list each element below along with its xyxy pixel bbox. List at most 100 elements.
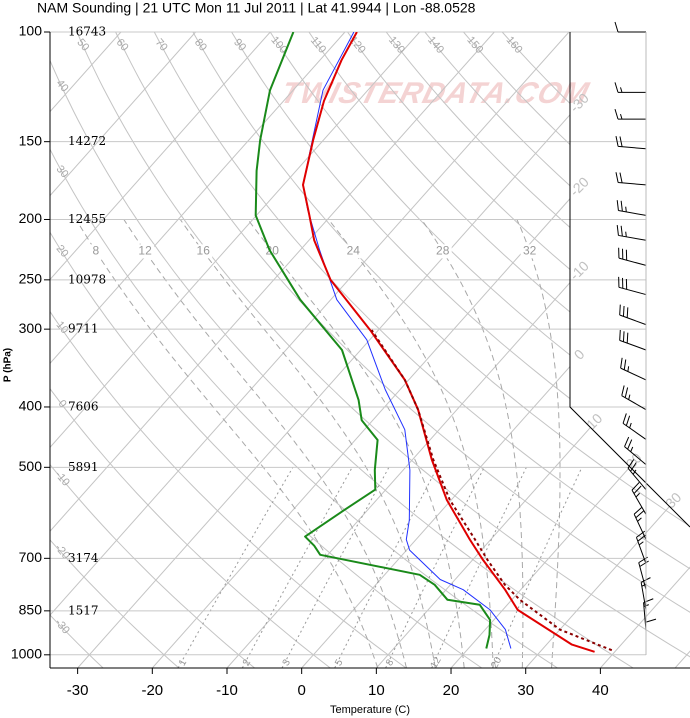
dry-adiabat <box>501 32 690 668</box>
isotherm <box>151 32 690 668</box>
label-backdrop <box>194 244 213 259</box>
dry-adiabat <box>76 32 690 668</box>
mixing-ratio-label: 5 <box>333 657 346 668</box>
wind-barb <box>614 21 646 33</box>
x-tick-label: 10 <box>368 682 385 699</box>
wind-barb <box>616 200 647 216</box>
wind-barb <box>633 506 647 540</box>
isotherm <box>450 32 690 668</box>
dry-adiabat <box>347 32 690 668</box>
height-label: 7606 <box>68 399 99 413</box>
y-axis-title: P (hPa) <box>3 348 14 382</box>
profile-line <box>370 329 613 652</box>
profile-line <box>254 32 492 649</box>
height-label: 3174 <box>68 551 99 565</box>
y-tick-label: 200 <box>19 210 43 226</box>
dry-adiabat-label: -30 <box>52 617 71 637</box>
dry-adiabat <box>50 32 180 668</box>
moist-adiabat <box>123 219 407 668</box>
dry-adiabat-label: 70 <box>153 37 170 54</box>
isotherm <box>50 32 346 668</box>
height-label: 14272 <box>68 134 106 148</box>
wind-barb <box>615 136 647 150</box>
moist-adiabat <box>421 219 524 668</box>
plot-boundary <box>569 32 690 528</box>
isotherm <box>301 32 690 668</box>
profile-line <box>302 32 595 653</box>
dry-adiabat <box>269 32 690 668</box>
dry-adiabat-label: 100 <box>268 34 289 56</box>
moist-adiabat-label: 8 <box>93 244 100 258</box>
wind-barb <box>619 304 647 326</box>
x-tick-label: 30 <box>517 682 534 699</box>
axes <box>49 32 690 669</box>
dry-adiabat-label: 60 <box>114 37 131 54</box>
height-label: 10978 <box>68 272 106 286</box>
wind-barb <box>618 247 647 266</box>
moist-adiabat <box>328 219 494 668</box>
height-label: 9711 <box>68 322 99 336</box>
mixing-ratio-label: 12 <box>429 655 444 671</box>
dry-adiabat-label: 110 <box>308 35 328 56</box>
dry-adiabat <box>50 32 407 668</box>
isotherm <box>50 32 196 668</box>
x-axis-title: Temperature (C) <box>330 704 410 716</box>
dry-adiabat <box>192 32 690 668</box>
isotherm <box>50 32 122 668</box>
moist-adiabat-label: 24 <box>347 244 361 258</box>
y-tick-label: 100 <box>19 23 43 39</box>
dry-adiabat-label: 20 <box>54 243 71 260</box>
moist-adiabat <box>179 219 436 668</box>
moist-adiabat <box>75 219 379 668</box>
profiles <box>254 32 613 653</box>
wind-barb <box>635 530 647 564</box>
mixing-ratio-line <box>385 467 485 668</box>
label-backdrop <box>86 244 105 259</box>
wind-barb <box>631 482 647 515</box>
dry-adiabat <box>231 32 690 668</box>
y-tick-label: 300 <box>19 320 43 336</box>
isotherm <box>50 32 271 668</box>
isotherm-label: 10 <box>583 410 605 432</box>
x-tick-label: 40 <box>592 682 609 699</box>
isotherm <box>50 32 495 668</box>
dry-adiabat <box>50 32 331 668</box>
moist-adiabat-label: 28 <box>436 244 450 258</box>
isotherm <box>77 32 645 668</box>
dry-adiabat-label: 140 <box>425 34 446 56</box>
y-tick-label: 1000 <box>11 646 42 662</box>
height-label: 1517 <box>68 603 99 617</box>
isotherm <box>50 32 421 668</box>
dry-adiabat-label: 130 <box>386 34 407 56</box>
height-label: 16743 <box>68 25 106 39</box>
wind-barb <box>618 276 647 296</box>
height-label: 5891 <box>68 460 99 474</box>
x-tick-label: -20 <box>141 682 163 699</box>
dry-adiabat-label: 30 <box>54 163 71 180</box>
dry-adiabat-label: 0 <box>56 398 69 410</box>
y-tick-label: 250 <box>19 271 43 287</box>
dry-adiabat <box>50 32 483 668</box>
dry-adiabat <box>153 32 690 668</box>
mixing-ratio-label: 2 <box>241 657 254 668</box>
x-tick-label: 20 <box>443 682 460 699</box>
wind-barb <box>627 459 647 490</box>
moist-adiabat-label: 16 <box>197 244 211 258</box>
y-tick-label: 150 <box>19 132 43 148</box>
isotherm-label: 30 <box>662 489 684 511</box>
dry-adiabat <box>50 32 558 668</box>
background-lines <box>50 32 690 668</box>
mixing-ratio-line <box>177 467 294 668</box>
moist-adiabat-label: 12 <box>138 244 152 258</box>
isotherm <box>226 32 690 668</box>
mixing-ratio-line <box>431 467 527 668</box>
wind-barb <box>615 172 647 186</box>
watermark: TWISTERDATA.COM <box>277 76 593 109</box>
isotherm <box>674 32 690 668</box>
wind-barb <box>614 82 646 93</box>
mixing-ratio-line <box>491 467 583 668</box>
dry-adiabat <box>385 32 690 668</box>
